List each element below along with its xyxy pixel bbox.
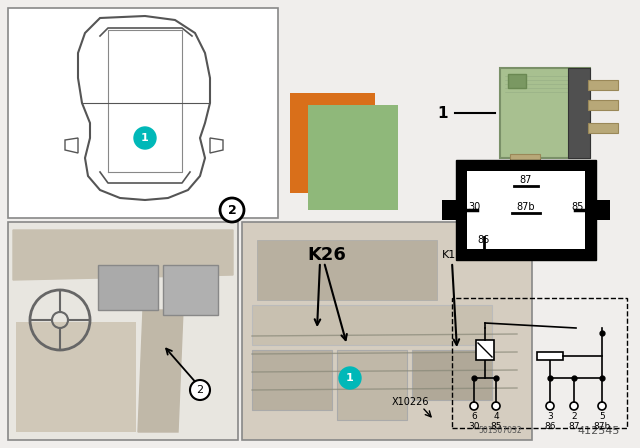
Bar: [568, 68, 590, 158]
Text: 5: 5: [599, 412, 605, 421]
Bar: [510, 154, 540, 166]
Bar: [456, 160, 596, 260]
Text: 87: 87: [520, 175, 532, 185]
Bar: [476, 340, 494, 360]
Bar: [452, 298, 627, 428]
Bar: [252, 350, 332, 410]
Bar: [16, 322, 136, 432]
Bar: [588, 123, 618, 133]
Bar: [242, 222, 532, 440]
Text: 30: 30: [468, 202, 480, 212]
Bar: [467, 171, 585, 249]
Text: 86: 86: [478, 235, 490, 245]
Text: 4: 4: [493, 412, 499, 421]
Text: 1: 1: [141, 133, 149, 143]
Bar: [290, 93, 375, 193]
Bar: [508, 74, 526, 88]
Bar: [163, 265, 218, 315]
Polygon shape: [138, 310, 183, 432]
Text: 501307032: 501307032: [478, 426, 522, 435]
Bar: [588, 100, 618, 110]
Polygon shape: [13, 230, 233, 280]
Circle shape: [134, 127, 156, 149]
Circle shape: [598, 402, 606, 410]
Text: 87b: 87b: [516, 202, 535, 212]
Bar: [8, 222, 238, 440]
Text: 1: 1: [438, 105, 448, 121]
Text: 87b: 87b: [593, 422, 611, 431]
Bar: [257, 240, 437, 300]
Circle shape: [220, 198, 244, 222]
Bar: [537, 352, 563, 360]
Text: K117: K117: [442, 250, 470, 260]
Bar: [588, 80, 618, 90]
Circle shape: [190, 380, 210, 400]
Bar: [98, 265, 158, 310]
Text: 6: 6: [471, 412, 477, 421]
Circle shape: [546, 402, 554, 410]
Text: 85: 85: [572, 202, 584, 212]
Bar: [252, 305, 492, 345]
Text: X10226: X10226: [391, 397, 429, 407]
Text: 85: 85: [490, 422, 502, 431]
Text: 412545: 412545: [578, 426, 620, 436]
Bar: [412, 350, 492, 400]
Bar: [337, 350, 407, 420]
Bar: [442, 200, 456, 220]
Circle shape: [492, 402, 500, 410]
Bar: [500, 68, 590, 158]
Text: 2: 2: [196, 385, 204, 395]
Text: 87: 87: [568, 422, 580, 431]
Text: K26: K26: [307, 246, 346, 264]
Bar: [8, 8, 278, 218]
Circle shape: [339, 367, 361, 389]
Text: 86: 86: [544, 422, 556, 431]
Text: 3: 3: [547, 412, 553, 421]
Text: 2: 2: [228, 203, 236, 216]
Text: 30: 30: [468, 422, 480, 431]
Bar: [596, 200, 610, 220]
Bar: [308, 105, 398, 210]
Circle shape: [470, 402, 478, 410]
Circle shape: [570, 402, 578, 410]
Text: 2: 2: [571, 412, 577, 421]
Text: 1: 1: [346, 373, 354, 383]
